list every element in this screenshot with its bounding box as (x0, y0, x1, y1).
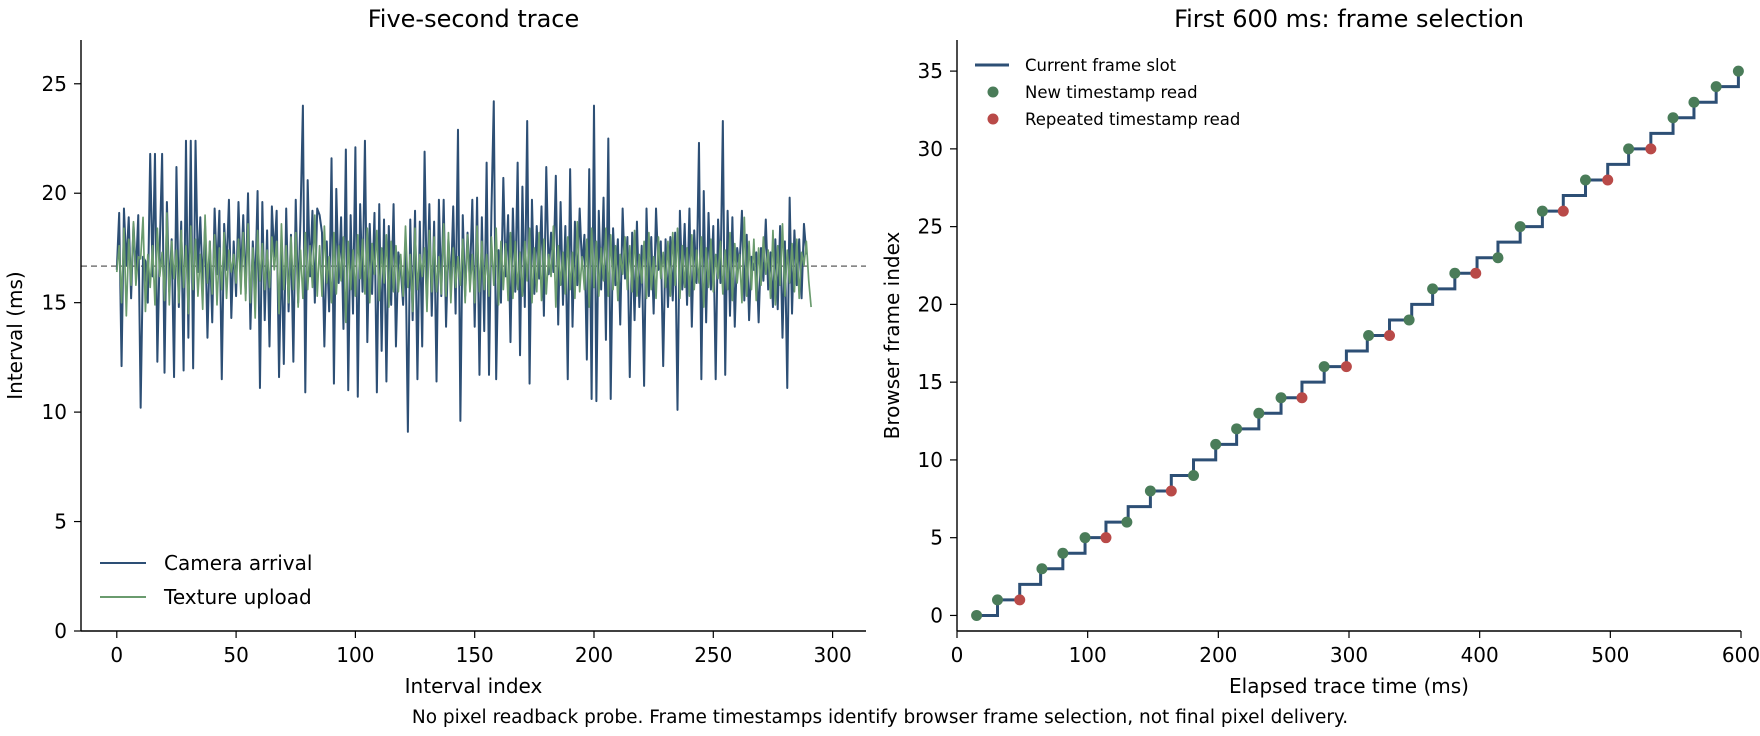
legend: Camera arrival Texture upload (100, 551, 312, 609)
new-timestamp-point (1623, 143, 1635, 155)
x-tick-label: 300 (1330, 643, 1368, 667)
x-tick-label: 0 (951, 643, 964, 667)
legend-label: Current frame slot (1025, 56, 1177, 75)
legend-label: Camera arrival (164, 551, 312, 575)
x-tick-label: 250 (694, 643, 732, 667)
new-timestamp-point (1036, 563, 1048, 575)
y-tick-label: 35 (918, 59, 943, 83)
x-tick-label: 500 (1591, 643, 1629, 667)
new-timestamp-point (1427, 283, 1439, 295)
y-tick-label: 20 (918, 292, 943, 316)
chart-title: First 600 ms: frame selection (1174, 5, 1524, 33)
new-timestamp-point (1057, 547, 1069, 559)
frame-selection-panel: 0 100 200 300 400 500 600 0 5 10 15 20 25 30 35 First 6… (880, 5, 1760, 698)
new-timestamp-point (992, 594, 1004, 606)
new-timestamp-point (1732, 65, 1744, 77)
chart-title: Five-second trace (368, 5, 580, 33)
legend-swatch (987, 113, 999, 125)
x-tick-label: 100 (336, 643, 374, 667)
legend-swatch (987, 86, 999, 98)
new-timestamp-point (1275, 392, 1287, 404)
new-timestamp-point (1210, 438, 1222, 450)
new-timestamp-point (1514, 221, 1526, 233)
series-line (115, 100, 808, 433)
footnote: No pixel readback probe. Frame timestamp… (411, 707, 1349, 728)
repeated-timestamp-point (1296, 392, 1308, 404)
new-timestamp-point (1403, 314, 1415, 326)
x-axis-title: Interval index (405, 674, 543, 698)
x-tick-label: 300 (814, 643, 852, 667)
new-timestamp-point (1688, 96, 1700, 108)
series-line (115, 212, 812, 324)
y-tick-label: 20 (42, 181, 67, 205)
new-timestamp-point (1710, 81, 1722, 93)
repeated-timestamp-point (1557, 205, 1569, 217)
new-timestamp-point (1253, 407, 1265, 419)
repeated-timestamp-point (1384, 330, 1396, 341)
trace-panel: 0 50 100 150 200 250 300 0 5 10 15 20 25 Five-second … (3, 5, 866, 698)
x-tick-label: 50 (223, 643, 248, 667)
x-tick-label: 200 (575, 643, 613, 667)
new-timestamp-point (1079, 532, 1091, 544)
y-tick-label: 10 (918, 448, 943, 472)
x-tick-label: 600 (1722, 643, 1760, 667)
repeated-timestamp-point (1470, 267, 1482, 279)
new-timestamp-point (1492, 252, 1504, 264)
x-axis-title: Elapsed trace time (ms) (1229, 674, 1469, 698)
legend: Current frame slot New timestamp read Repe… (975, 56, 1240, 129)
repeated-timestamp-point (1340, 361, 1352, 373)
frame-slot-step-line (976, 69, 1741, 617)
repeated-timestamp-point (1014, 594, 1026, 606)
new-timestamp-point (971, 609, 983, 621)
new-timestamp-point (1667, 112, 1679, 124)
x-tick-label: 150 (456, 643, 494, 667)
x-tick-label: 200 (1199, 643, 1237, 667)
repeated-timestamp-point (1602, 174, 1614, 186)
y-tick-label: 0 (54, 619, 67, 643)
y-tick-label: 15 (42, 291, 67, 315)
y-tick-label: 25 (42, 72, 67, 96)
y-tick-label: 15 (918, 370, 943, 394)
x-tick-label: 100 (1069, 643, 1107, 667)
y-axis-title: Interval (ms) (3, 271, 27, 399)
x-tick-label: 400 (1461, 643, 1499, 667)
legend-label: New timestamp read (1025, 83, 1198, 102)
y-tick-label: 5 (54, 510, 67, 534)
new-timestamp-point (1318, 361, 1330, 373)
y-tick-label: 5 (930, 526, 943, 550)
y-tick-label: 10 (42, 400, 67, 424)
x-tick-label: 0 (110, 643, 123, 667)
new-timestamp-point (1121, 516, 1133, 528)
y-tick-label: 0 (930, 603, 943, 627)
repeated-timestamp-point (1165, 485, 1177, 497)
new-timestamp-point (1536, 205, 1548, 217)
new-timestamp-point (1449, 267, 1461, 279)
y-axis-title: Browser frame index (880, 231, 904, 439)
new-timestamp-point (1188, 469, 1200, 481)
legend-label: Repeated timestamp read (1025, 110, 1240, 129)
y-tick-label: 30 (918, 137, 943, 161)
y-tick-label: 25 (918, 215, 943, 239)
repeated-timestamp-point (1645, 143, 1657, 155)
new-timestamp-point (1231, 423, 1243, 435)
new-timestamp-point (1580, 174, 1592, 186)
new-timestamp-point (1144, 485, 1156, 497)
repeated-timestamp-point (1100, 532, 1112, 544)
legend-label: Texture upload (163, 585, 312, 609)
new-timestamp-point (1363, 330, 1375, 341)
